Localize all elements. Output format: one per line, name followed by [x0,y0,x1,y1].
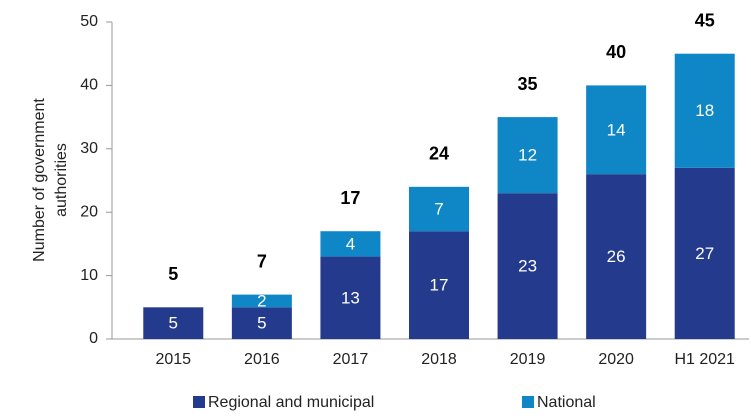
bar-segment [231,307,292,339]
y-tick-label: 30 [80,140,98,157]
data-label: 18 [695,101,714,120]
legend-label: National [537,394,596,411]
data-label: 4 [346,234,355,253]
y-tick-label: 10 [80,267,98,284]
total-label: 5 [168,264,178,284]
x-tick-label: 2019 [510,351,546,368]
total-label: 35 [518,74,538,94]
bar-segment [409,186,469,232]
data-label: 17 [430,276,449,295]
bar-segment [409,231,469,339]
total-label: 24 [429,144,449,164]
x-tick-label: 2015 [155,351,191,368]
legend-swatch [193,396,205,408]
data-label: 2 [257,291,266,310]
y-tick-label: 50 [80,13,98,30]
y-tick-label: 40 [80,77,98,94]
legend-swatch [522,396,534,408]
y-tick-label: 20 [80,203,98,220]
bar-segment [674,167,735,339]
bar-segment [674,53,735,168]
x-tick-label: 2018 [421,351,457,368]
y-axis-label: Number of government [31,98,48,262]
data-label: 5 [257,314,266,333]
bar-segment [586,174,647,339]
x-tick-label: 2017 [333,351,369,368]
y-tick-label: 0 [89,330,98,347]
bar-segment [231,294,292,308]
y-axis-label: authorities [53,143,70,217]
data-label: 7 [434,200,443,219]
data-label: 26 [607,247,626,266]
data-label: 13 [341,288,360,307]
bar-segment [320,256,381,339]
x-tick-label: 2016 [244,351,280,368]
total-label: 17 [340,188,360,208]
data-label: 23 [518,257,537,276]
total-label: 40 [606,42,626,62]
total-label: 45 [695,10,715,30]
bar-segment [143,307,204,339]
data-label: 14 [607,120,626,139]
x-tick-label: 2020 [598,351,634,368]
bar-segment [497,117,558,194]
data-label: 27 [695,244,714,263]
bar-segment [586,85,647,175]
data-label: 5 [169,314,178,333]
bar-segment [497,193,558,339]
data-label: 12 [518,146,537,165]
total-label: 7 [257,251,267,271]
legend-label: Regional and municipal [208,394,374,411]
x-tick-label: H1 2021 [674,351,735,368]
bar-segment [320,231,381,257]
